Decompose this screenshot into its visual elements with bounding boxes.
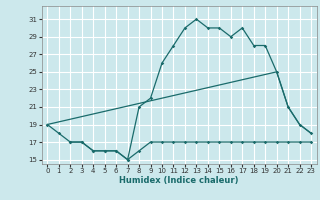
- X-axis label: Humidex (Indice chaleur): Humidex (Indice chaleur): [119, 176, 239, 185]
